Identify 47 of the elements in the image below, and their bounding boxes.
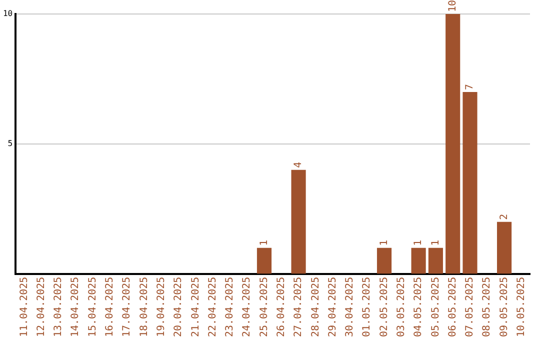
x-tick-label: 05.05.2025	[430, 276, 442, 338]
x-tick-label: 01.05.2025	[362, 276, 373, 338]
x-tick-label: 25.04.2025	[258, 276, 270, 338]
x-tick-label: 02.05.2025	[378, 276, 390, 338]
bar	[496, 222, 512, 274]
data-label: 1	[378, 240, 390, 246]
x-tick-label: 28.04.2025	[310, 276, 322, 338]
x-tick-label: 20.04.2025	[173, 276, 184, 338]
x-tick-label: 09.05.2025	[498, 276, 510, 338]
x-tick-label: 29.04.2025	[327, 276, 338, 338]
bar	[376, 248, 392, 274]
x-tick-label: 11.04.2025	[18, 276, 30, 338]
x-tick-label: 27.04.2025	[293, 276, 304, 338]
x-tick-label: 19.04.2025	[156, 276, 167, 338]
x-tick-label: 04.05.2025	[413, 276, 424, 338]
data-label: 1	[258, 240, 270, 246]
x-tick-label: 24.04.2025	[242, 276, 253, 338]
x-tick-label: 21.04.2025	[190, 276, 202, 338]
x-tick-label: 26.04.2025	[276, 276, 287, 338]
x-tick-label: 23.04.2025	[224, 276, 236, 338]
bar	[446, 14, 460, 274]
bar	[462, 92, 478, 274]
data-label: 1	[430, 240, 442, 246]
x-tick-label: 08.05.2025	[482, 276, 493, 338]
bar	[411, 248, 426, 274]
x-tick-label: 03.05.2025	[396, 276, 407, 338]
data-label: 7	[464, 84, 476, 90]
y-tick-label: 5	[8, 138, 13, 148]
x-tick-label: 17.04.2025	[122, 276, 133, 338]
data-label: 2	[498, 214, 510, 220]
data-label: 1	[413, 240, 424, 246]
x-tick-label: 07.05.2025	[464, 276, 476, 338]
x-tick-label: 22.04.2025	[207, 276, 218, 338]
bar	[428, 248, 443, 274]
x-tick-label: 12.04.2025	[36, 276, 47, 338]
x-tick-label: 06.05.2025	[447, 276, 458, 338]
x-tick-label: 14.04.2025	[70, 276, 82, 338]
data-label: 4	[293, 162, 304, 168]
x-tick-label: 16.04.2025	[104, 276, 116, 338]
x-tick-label: 10.05.2025	[516, 276, 528, 338]
bar	[256, 248, 272, 274]
x-tick-label: 15.04.2025	[87, 276, 98, 338]
x-tick-label: 13.04.2025	[53, 276, 64, 338]
x-tick-label: 30.04.2025	[344, 276, 356, 338]
x-tick-label: 18.04.2025	[138, 276, 150, 338]
data-label: 10	[447, 0, 458, 12]
bar	[291, 170, 306, 274]
